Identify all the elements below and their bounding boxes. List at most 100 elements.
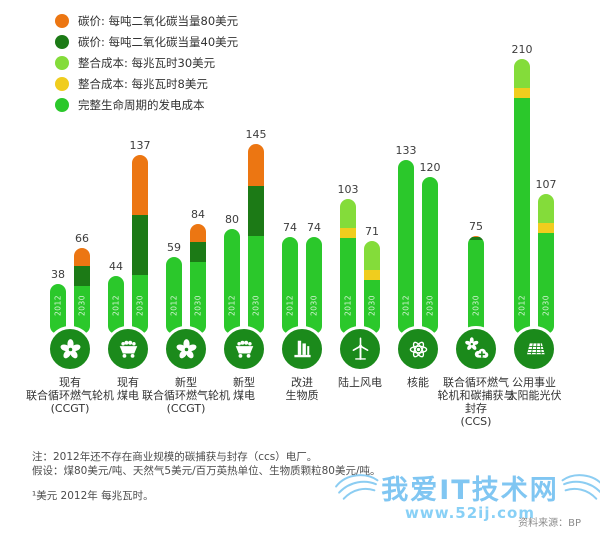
bar-segment-lifecycle [248, 235, 264, 334]
bar-year-label: 2012 [53, 294, 63, 317]
stacked-bar [364, 241, 380, 334]
integration-cost-8-swatch-icon [55, 76, 69, 91]
watermark: 我爱IT技术网 www.52ij.com 资料来源：BP [335, 468, 600, 529]
stacked-bar [50, 284, 66, 334]
stacked-bar [538, 193, 554, 334]
bar-value-label: 74 [283, 221, 297, 235]
bar-value-label: 71 [365, 225, 379, 238]
category-label: 陆上风电 [338, 376, 382, 389]
bar-value-label: 74 [307, 221, 321, 235]
category-label: 现有 联合循环燃气轮机 (CCGT) [26, 376, 114, 415]
bar-segment-lifecycle [514, 98, 530, 334]
bar-segment-lifecycle [398, 159, 414, 334]
unit-footnote: ¹美元 2012年 每兆瓦时。 [32, 490, 154, 502]
bar-2030: 66 2030 [74, 232, 90, 334]
stacked-bar [514, 58, 530, 334]
bar-year-label: 2030 [309, 294, 319, 317]
category-label: 改进 生物质 [285, 376, 319, 402]
bar-value-label: 80 [225, 213, 239, 227]
bar-year-label: 2030 [471, 294, 481, 317]
legend-label: 完整生命周期的发电成本 [78, 97, 205, 112]
bar-value-label: 103 [337, 183, 359, 197]
bar-2012: 80 2012 [224, 213, 240, 334]
bar-pair: 74 2012 74 2030 [282, 0, 322, 334]
coal-icon [221, 326, 267, 372]
bar-2030: 120 2030 [420, 161, 441, 334]
chart-group-solar: 210 2012 107 2030 公用事业 太阳能光伏 [507, 0, 562, 402]
bar-segment-carbon40 [74, 265, 90, 286]
carbon-price-40-swatch-icon [55, 34, 69, 49]
bar-segment-lifecycle [468, 239, 484, 334]
category-label: 核能 [407, 376, 429, 389]
stacked-bar [190, 223, 206, 334]
coal-icon [105, 326, 151, 372]
category-label: 公用事业 太阳能光伏 [506, 376, 562, 402]
stacked-bar [132, 154, 148, 334]
chart-notes: 注：2012年还不存在商业规模的碳捕获与封存（ccs）电厂。 假设：煤80美元/… [32, 450, 381, 503]
bar-year-label: 2012 [111, 294, 121, 317]
bar-segment-carbon40 [468, 237, 484, 240]
stacked-bar [74, 247, 90, 334]
bar-year-label: 2030 [77, 294, 87, 317]
bar-segment-integration30 [340, 199, 356, 228]
bar-value-label: 133 [395, 143, 417, 157]
bar-segment-integration8 [364, 269, 380, 281]
gas-turbine-icon [47, 326, 93, 372]
bar-value-label: 44 [109, 260, 123, 274]
bar-2012: 59 2012 [166, 241, 182, 334]
bar-pair: 80 2012 145 2030 [224, 0, 267, 334]
bar-year-label: 2030 [367, 294, 377, 317]
category-label: 现有 煤电 [117, 376, 139, 402]
bar-year-label: 2012 [169, 294, 179, 317]
bar-segment-integration30 [538, 193, 554, 223]
category-label: 联合循环燃气 轮机和碳捕获与 封存 (CCS) [437, 376, 515, 428]
bar-segment-lifecycle [50, 284, 66, 334]
note-line-2: 假设：煤80美元/吨、天然气5美元/百万英热单位、生物质颗粒80美元/吨。 [32, 465, 381, 477]
legend-item-lifecycle-cost: 完整生命周期的发电成本 [55, 94, 238, 115]
bar-segment-integration30 [364, 241, 380, 270]
chart-group-ccs: 75 2030 联合循环燃气 轮机和碳捕获与 封存 (CCS) [438, 0, 515, 428]
legend-item-carbon-price-40: 碳价: 每吨二氧化碳当量40美元 [55, 31, 238, 52]
bar-2012: 133 2012 [396, 144, 417, 334]
bar-year-label: 2012 [401, 294, 411, 317]
bar-segment-lifecycle [538, 233, 554, 334]
bar-2030: 145 2030 [246, 128, 267, 334]
biomass-icon [279, 326, 325, 372]
stacked-bar [282, 237, 298, 334]
solar-icon [511, 326, 557, 372]
category-label: 新型 煤电 [233, 376, 255, 402]
bar-pair: 133 2012 120 2030 [396, 0, 441, 334]
chart-group-nuclear: 133 2012 120 2030 核能 [395, 0, 441, 389]
legend-label: 碳价: 每吨二氧化碳当量80美元 [78, 13, 239, 28]
bar-pair: 44 2012 137 2030 [108, 0, 151, 334]
bar-2030: 71 2030 [364, 225, 380, 334]
bar-segment-lifecycle [224, 229, 240, 334]
watermark-title: 我爱IT技术网 [381, 475, 559, 506]
bar-segment-lifecycle [306, 237, 322, 334]
lifecycle-cost-swatch-icon [55, 97, 69, 112]
bar-pair: 38 2012 66 2030 [50, 0, 90, 334]
gas-turbine-icon [163, 326, 209, 372]
stacked-bar [166, 256, 182, 334]
bar-value-label: 75 [469, 219, 483, 233]
bar-segment-lifecycle [282, 237, 298, 334]
bar-segment-lifecycle [166, 256, 182, 334]
bar-year-label: 2030 [251, 294, 261, 317]
bar-value-label: 107 [535, 177, 557, 191]
left-wing-icon [335, 473, 379, 500]
bar-segment-carbon40 [190, 242, 206, 262]
bar-2030: 137 2030 [130, 139, 151, 334]
stacked-bar [468, 235, 484, 334]
bar-value-label: 66 [75, 231, 89, 245]
bar-2030: 107 2030 [536, 178, 557, 334]
integration-cost-30-swatch-icon [55, 55, 69, 70]
ccs-icon [453, 326, 499, 372]
bar-2030: 74 2030 [306, 221, 322, 334]
bar-pair: 103 2012 71 2030 [337, 0, 380, 334]
stacked-bar [398, 159, 414, 334]
bar-segment-lifecycle [190, 261, 206, 334]
chart-group-biomass: 74 2012 74 2030 改进 生物质 [279, 0, 325, 402]
bar-year-label: 2012 [285, 294, 295, 317]
stacked-bar [224, 229, 240, 334]
legend-item-integration-cost-30: 整合成本: 每兆瓦时30美元 [55, 52, 238, 73]
